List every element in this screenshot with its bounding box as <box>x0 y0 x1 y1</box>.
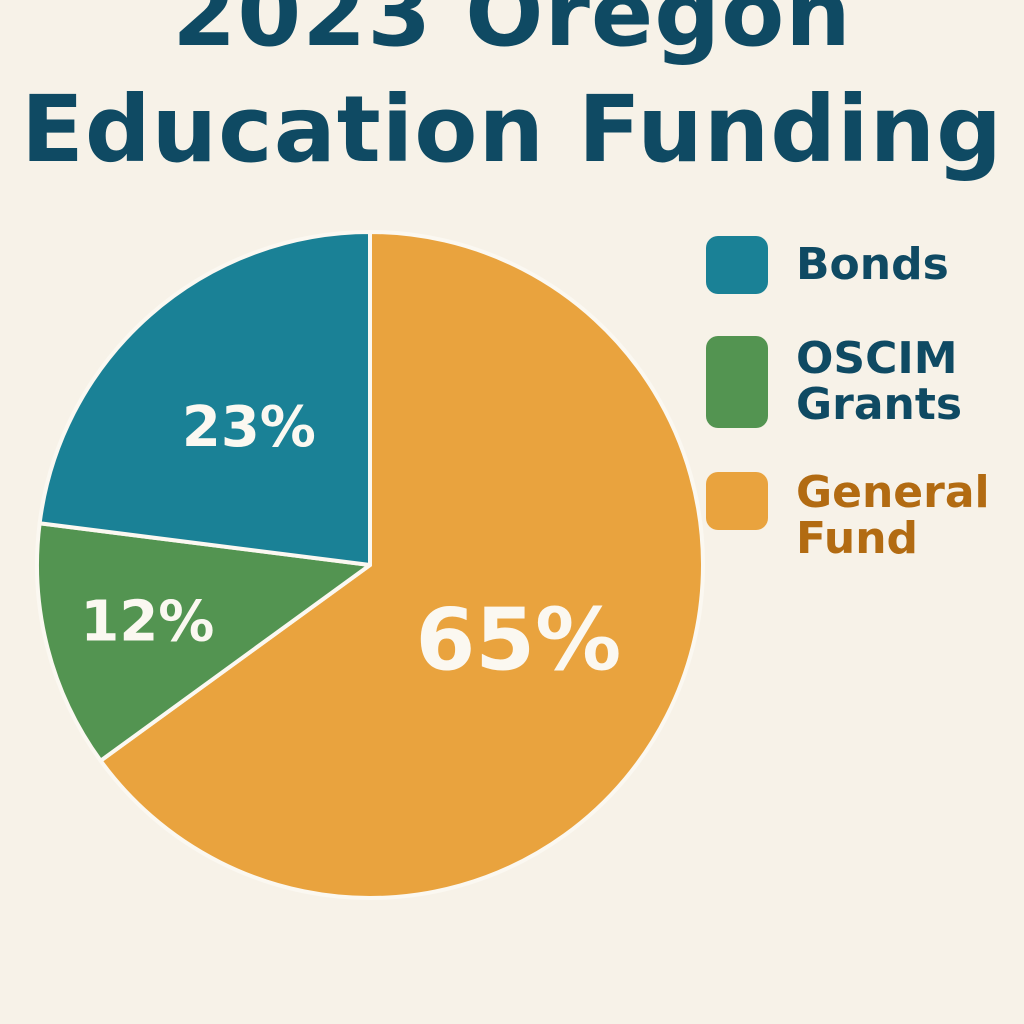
legend-label-oscim-grants: OSCIM Grants <box>796 333 963 430</box>
legend-swatch-bonds <box>706 236 768 294</box>
pie-slice-general-fund <box>98 230 705 900</box>
legend-swatch-general-fund <box>706 472 768 530</box>
legend-label-bonds: Bonds <box>796 239 949 290</box>
legend-swatch-oscim-grants <box>706 336 768 428</box>
pie-slice-oscim-grants <box>35 521 372 763</box>
chart-title-line-1: 2023 Oregon <box>172 0 852 67</box>
pie-label-general-fund: 65% <box>415 591 621 691</box>
pie-label-oscim-grants: 12% <box>80 590 214 655</box>
chart-title-line-2: Education Funding <box>20 76 1004 183</box>
legend-label-general-fund: General Fund <box>796 467 990 564</box>
pie-label-bonds: 23% <box>182 395 316 460</box>
pie-slice-bonds <box>37 230 372 567</box>
